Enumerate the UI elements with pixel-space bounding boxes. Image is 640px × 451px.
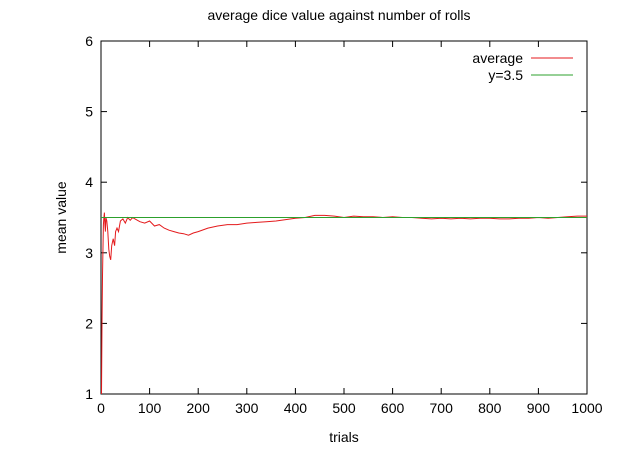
x-tick-label: 1000 — [571, 400, 602, 416]
x-tick-label: 800 — [478, 400, 502, 416]
x-tick-label: 500 — [332, 400, 356, 416]
legend-label: y=3.5 — [488, 67, 523, 83]
axis-ticks: 0 100 200 300 400 500 600 700 800 900 1000 1 2 3 4 5 6 — [85, 33, 603, 416]
series-line-average — [101, 212, 587, 395]
x-tick-label: 100 — [138, 400, 162, 416]
y-tick-label: 5 — [85, 104, 93, 120]
y-tick-label: 6 — [85, 33, 93, 49]
x-tick-label: 600 — [381, 400, 405, 416]
y-tick-label: 3 — [85, 245, 93, 261]
x-axis-title: trials — [329, 429, 359, 445]
x-tick-label: 200 — [187, 400, 211, 416]
chart-title: average dice value against number of rol… — [207, 7, 470, 23]
y-tick-label: 1 — [85, 386, 93, 402]
x-tick-label: 900 — [527, 400, 551, 416]
legend-label: average — [472, 50, 523, 66]
y-tick-label: 2 — [85, 315, 93, 331]
y-tick-label: 4 — [85, 174, 93, 190]
x-tick-label: 700 — [430, 400, 454, 416]
y-axis-title: mean value — [53, 181, 69, 254]
x-tick-label: 400 — [284, 400, 308, 416]
series-layer — [101, 212, 587, 395]
x-tick-label: 300 — [235, 400, 259, 416]
x-tick-label: 0 — [97, 400, 105, 416]
